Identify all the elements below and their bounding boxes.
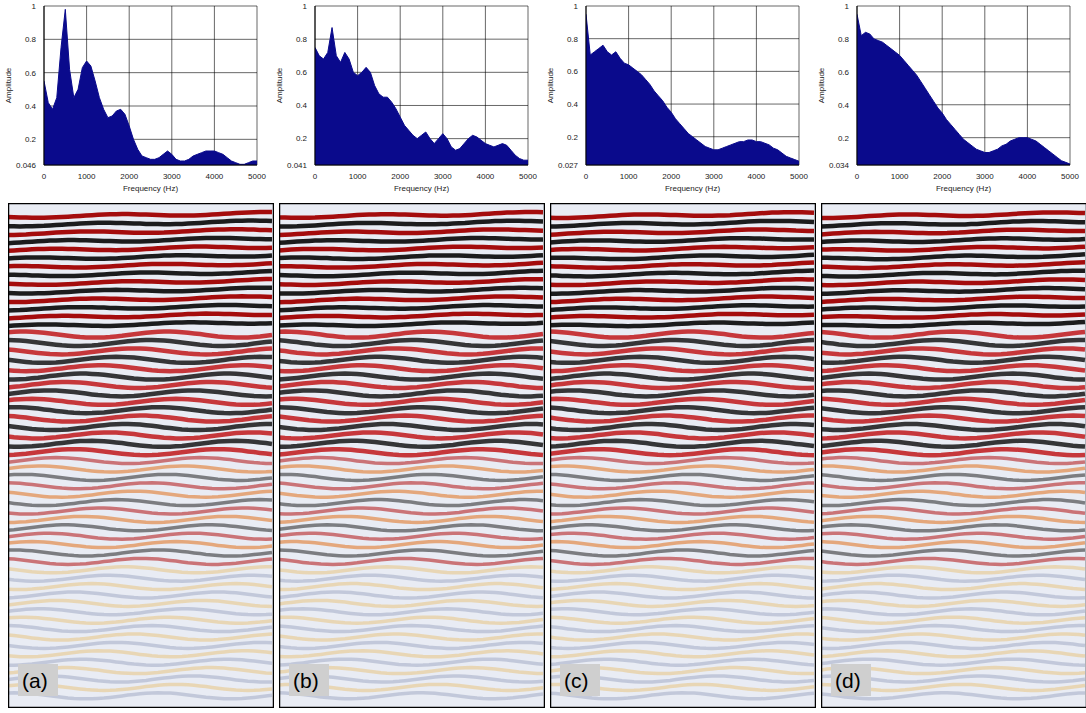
svg-text:(c): (c) [564, 669, 589, 692]
svg-text:1000: 1000 [78, 172, 96, 181]
svg-text:0.8: 0.8 [296, 35, 308, 44]
svg-text:0.041: 0.041 [287, 161, 308, 170]
svg-text:0.4: 0.4 [25, 102, 37, 111]
svg-text:5000: 5000 [248, 172, 266, 181]
svg-text:0.4: 0.4 [838, 101, 850, 110]
svg-text:0.046: 0.046 [16, 161, 37, 170]
svg-text:Amplitude: Amplitude [4, 67, 13, 103]
svg-text:5000: 5000 [519, 172, 537, 181]
svg-text:Frequency (Hz): Frequency (Hz) [123, 184, 178, 193]
svg-text:0.6: 0.6 [296, 68, 308, 77]
svg-text:Frequency (Hz): Frequency (Hz) [394, 184, 449, 193]
svg-text:0.8: 0.8 [567, 35, 579, 44]
svg-text:1: 1 [845, 2, 850, 11]
svg-text:3000: 3000 [434, 172, 452, 181]
svg-text:(d): (d) [835, 669, 861, 692]
svg-text:0.2: 0.2 [25, 135, 37, 144]
svg-text:2000: 2000 [933, 172, 951, 181]
svg-text:0.034: 0.034 [829, 161, 850, 170]
svg-text:0.6: 0.6 [838, 68, 850, 77]
svg-text:0.6: 0.6 [567, 67, 579, 76]
svg-text:Amplitude: Amplitude [546, 67, 555, 103]
svg-text:Amplitude: Amplitude [817, 67, 826, 103]
svg-text:0.2: 0.2 [567, 133, 579, 142]
svg-text:4000: 4000 [477, 172, 495, 181]
svg-text:2000: 2000 [391, 172, 409, 181]
svg-text:3000: 3000 [976, 172, 994, 181]
svg-text:2000: 2000 [662, 172, 680, 181]
svg-text:0: 0 [855, 172, 860, 181]
svg-text:5000: 5000 [1061, 172, 1079, 181]
svg-text:Amplitude: Amplitude [275, 67, 284, 103]
svg-text:0.027: 0.027 [558, 161, 579, 170]
svg-text:0.4: 0.4 [296, 101, 308, 110]
svg-text:0.2: 0.2 [838, 134, 850, 143]
svg-text:Frequency (Hz): Frequency (Hz) [936, 184, 991, 193]
svg-text:1: 1 [303, 2, 308, 11]
svg-text:Frequency (Hz): Frequency (Hz) [665, 184, 720, 193]
svg-text:0.2: 0.2 [296, 134, 308, 143]
svg-text:4000: 4000 [1019, 172, 1037, 181]
svg-text:4000: 4000 [206, 172, 224, 181]
svg-text:(a): (a) [22, 669, 48, 692]
svg-text:0.8: 0.8 [25, 35, 37, 44]
svg-text:(b): (b) [293, 669, 319, 692]
svg-text:0: 0 [584, 172, 589, 181]
svg-text:3000: 3000 [163, 172, 181, 181]
svg-text:1000: 1000 [620, 172, 638, 181]
svg-text:0: 0 [42, 172, 47, 181]
svg-text:1000: 1000 [349, 172, 367, 181]
svg-text:1000: 1000 [891, 172, 909, 181]
svg-text:1: 1 [32, 2, 37, 11]
svg-text:0: 0 [313, 172, 318, 181]
svg-text:0.8: 0.8 [838, 35, 850, 44]
svg-text:5000: 5000 [790, 172, 808, 181]
svg-text:0.4: 0.4 [567, 100, 579, 109]
svg-text:1: 1 [574, 2, 579, 11]
svg-text:3000: 3000 [705, 172, 723, 181]
svg-text:0.6: 0.6 [25, 69, 37, 78]
svg-text:4000: 4000 [748, 172, 766, 181]
svg-text:2000: 2000 [120, 172, 138, 181]
